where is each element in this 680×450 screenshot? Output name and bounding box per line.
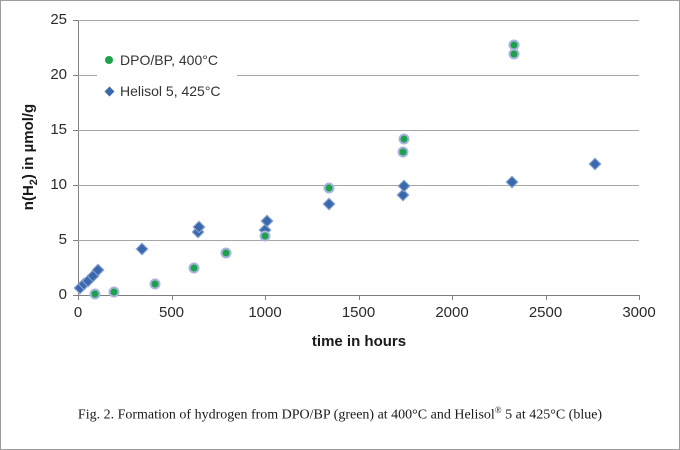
data-point-circle [149, 278, 161, 290]
blue-diamond-marker-icon [104, 86, 115, 96]
y-tick-label: 5 [58, 231, 67, 248]
x-axis-tick [78, 296, 79, 300]
x-tick-label: 500 [158, 304, 185, 321]
y-gridline [78, 130, 639, 131]
x-axis-tick [171, 296, 173, 300]
y-tick-label: 25 [50, 11, 67, 28]
x-tick-label: 1000 [248, 304, 282, 321]
x-axis-tick [265, 296, 266, 300]
data-point-circle [398, 133, 410, 145]
caption-registered-symbol: ® [494, 405, 502, 415]
x-tick-label: 2000 [435, 304, 469, 321]
x-tick-label: 2500 [528, 304, 563, 321]
data-point-circle [508, 39, 520, 51]
data-point-circle [89, 288, 101, 300]
y-axis-tick [73, 295, 78, 296]
y-axis-tick [73, 20, 78, 21]
y-gridline [78, 75, 639, 76]
y-gridline [78, 185, 639, 186]
figure-caption: Fig. 2. Formation of hydrogen from DPO/B… [1, 405, 679, 424]
y-axis-tick [73, 130, 78, 131]
x-axis-tick [545, 296, 547, 300]
x-tick-label: 0 [73, 304, 83, 321]
y-axis-title: n(H2) in µmol/g [20, 104, 40, 210]
plot-area [78, 20, 640, 296]
x-axis-tick [639, 296, 640, 300]
y-gridline [78, 240, 639, 241]
caption-pre: Fig. 2. Formation of hydrogen from DPO/B… [77, 407, 495, 423]
y-tick-label: 15 [50, 121, 67, 138]
x-tick-label: 1500 [341, 304, 376, 321]
data-point-circle [188, 262, 200, 273]
legend-label: Helisol 5, 425°C [120, 83, 221, 99]
chart-legend: DPO/BP, 400°C Helisol 5, 425°C [97, 45, 237, 105]
y-tick-label: 10 [50, 176, 67, 193]
data-point-circle [259, 230, 271, 242]
x-axis-tick [452, 296, 453, 300]
legend-entry-helisol: Helisol 5, 425°C [104, 81, 221, 101]
y-tick-label: 0 [58, 286, 67, 303]
y-axis-tick [73, 185, 78, 186]
y-gridline [78, 20, 639, 21]
y-axis-title-pre: n(H [20, 185, 37, 211]
data-point-circle [220, 247, 232, 259]
data-point-circle [397, 146, 409, 158]
legend-label: DPO/BP, 400°C [120, 52, 218, 68]
y-axis-tick [73, 75, 78, 76]
x-axis-tick [358, 296, 360, 300]
y-axis-title-post: ) in µmol/g [20, 103, 37, 180]
x-axis-title: time in hours [311, 333, 407, 350]
caption-post: 5 at 425°C (blue) [501, 407, 603, 423]
y-axis-tick [73, 240, 78, 241]
green-circle-marker-icon [105, 56, 113, 64]
x-tick-label: 3000 [622, 304, 656, 321]
y-axis-title-sub: 2 [28, 179, 40, 186]
legend-entry-dpo-bp: DPO/BP, 400°C [105, 50, 218, 70]
data-point-circle [108, 286, 120, 298]
data-point-circle [323, 182, 335, 194]
y-tick-label: 20 [50, 66, 67, 83]
